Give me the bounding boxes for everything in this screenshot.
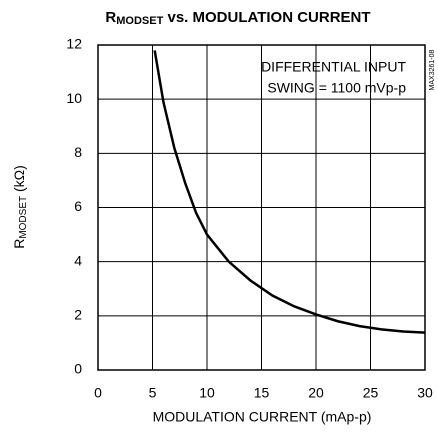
annotation: DIFFERENTIAL INPUT: [261, 59, 406, 75]
figure-id: MAX3261-08: [429, 49, 436, 90]
x-tick-label: 25: [363, 385, 379, 401]
plot-frame: [97, 44, 426, 371]
chart-title: RMODSET vs. MODULATION CURRENT: [105, 9, 370, 27]
y-tick-label: 12: [66, 36, 82, 52]
title-subscript: MODSET: [116, 15, 163, 27]
y-tick-label: 10: [66, 90, 82, 106]
x-tick-label: 20: [308, 385, 324, 401]
x-axis-label: MODULATION CURRENT (mAp-p): [153, 409, 372, 425]
x-tick-label: 15: [254, 385, 270, 401]
y-label-part: R: [11, 239, 27, 249]
y-tick-label: 8: [74, 144, 82, 160]
data-line: [153, 50, 426, 334]
y-axis-label: RMODSET (kΩ): [11, 165, 29, 249]
x-tick-label: 5: [149, 385, 157, 401]
y-tick-label: 0: [74, 361, 82, 377]
y-tick-label: 4: [74, 252, 82, 268]
title-part: R: [105, 9, 116, 26]
y-tick-label: 2: [74, 307, 82, 323]
x-tick-label: 30: [417, 385, 433, 401]
y-label-subscript: MODSET: [18, 196, 29, 239]
y-label-part: (kΩ): [11, 165, 27, 196]
annotation: SWING = 1100 mVp-p: [267, 80, 406, 96]
x-tick-label: 0: [94, 385, 102, 401]
title-part: vs. MODULATION CURRENT: [163, 9, 370, 26]
y-tick-label: 6: [74, 198, 82, 214]
x-tick-label: 10: [199, 385, 215, 401]
